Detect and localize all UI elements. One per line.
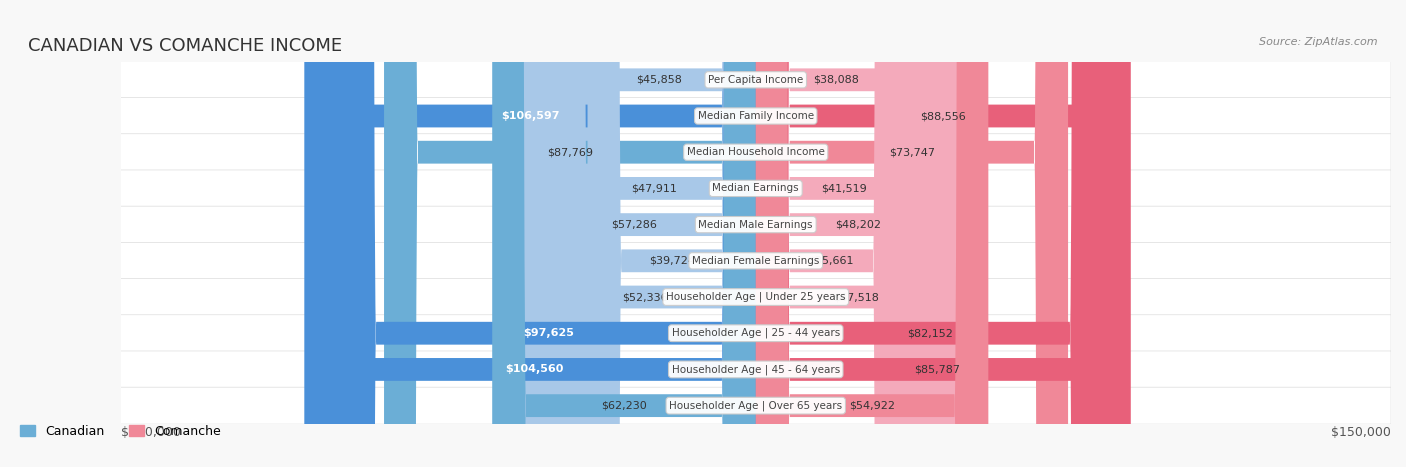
- FancyBboxPatch shape: [756, 0, 1130, 467]
- FancyBboxPatch shape: [588, 0, 756, 467]
- Text: $45,858: $45,858: [636, 75, 682, 85]
- FancyBboxPatch shape: [756, 0, 1119, 467]
- Text: $104,560: $104,560: [505, 364, 564, 375]
- FancyBboxPatch shape: [121, 170, 1391, 207]
- FancyBboxPatch shape: [553, 0, 756, 467]
- FancyBboxPatch shape: [492, 0, 756, 467]
- FancyBboxPatch shape: [121, 61, 1391, 98]
- FancyBboxPatch shape: [121, 278, 1391, 316]
- Text: $47,911: $47,911: [631, 184, 678, 193]
- Text: Householder Age | Over 65 years: Householder Age | Over 65 years: [669, 400, 842, 411]
- Text: Householder Age | 25 - 44 years: Householder Age | 25 - 44 years: [672, 328, 839, 339]
- FancyBboxPatch shape: [756, 0, 907, 467]
- Text: Median Male Earnings: Median Male Earnings: [699, 219, 813, 230]
- FancyBboxPatch shape: [121, 315, 1391, 352]
- FancyBboxPatch shape: [342, 0, 756, 467]
- Text: $85,787: $85,787: [914, 364, 960, 375]
- Text: $62,230: $62,230: [602, 401, 647, 410]
- FancyBboxPatch shape: [121, 134, 1391, 170]
- FancyBboxPatch shape: [756, 0, 917, 467]
- Text: $82,152: $82,152: [907, 328, 953, 338]
- Text: $97,625: $97,625: [523, 328, 575, 338]
- FancyBboxPatch shape: [121, 98, 1391, 134]
- Text: $39,724: $39,724: [648, 256, 695, 266]
- Text: Median Household Income: Median Household Income: [686, 147, 825, 157]
- Text: CANADIAN VS COMANCHE INCOME: CANADIAN VS COMANCHE INCOME: [28, 37, 342, 56]
- Text: $47,518: $47,518: [834, 292, 879, 302]
- Text: $41,519: $41,519: [821, 184, 866, 193]
- FancyBboxPatch shape: [756, 0, 988, 467]
- FancyBboxPatch shape: [384, 0, 756, 467]
- FancyBboxPatch shape: [756, 0, 960, 467]
- Text: $87,769: $87,769: [547, 147, 593, 157]
- FancyBboxPatch shape: [756, 0, 957, 467]
- Text: Median Family Income: Median Family Income: [697, 111, 814, 121]
- FancyBboxPatch shape: [121, 351, 1391, 388]
- Text: $38,088: $38,088: [814, 75, 859, 85]
- Text: $106,597: $106,597: [501, 111, 560, 121]
- Text: $88,556: $88,556: [921, 111, 966, 121]
- FancyBboxPatch shape: [756, 0, 1104, 467]
- FancyBboxPatch shape: [121, 206, 1391, 243]
- Text: Median Female Earnings: Median Female Earnings: [692, 256, 820, 266]
- Legend: Canadian, Comanche: Canadian, Comanche: [15, 420, 226, 443]
- FancyBboxPatch shape: [756, 0, 932, 467]
- Text: $57,286: $57,286: [612, 219, 658, 230]
- FancyBboxPatch shape: [561, 0, 756, 467]
- Text: $48,202: $48,202: [835, 219, 880, 230]
- Text: $35,661: $35,661: [808, 256, 853, 266]
- Text: $150,000: $150,000: [121, 425, 180, 439]
- Text: Householder Age | 45 - 64 years: Householder Age | 45 - 64 years: [672, 364, 839, 375]
- FancyBboxPatch shape: [756, 0, 1069, 467]
- Text: Householder Age | Under 25 years: Householder Age | Under 25 years: [666, 292, 845, 302]
- FancyBboxPatch shape: [121, 387, 1391, 424]
- Text: $52,336: $52,336: [621, 292, 668, 302]
- FancyBboxPatch shape: [121, 242, 1391, 279]
- Text: Source: ZipAtlas.com: Source: ZipAtlas.com: [1260, 37, 1378, 47]
- Text: Median Earnings: Median Earnings: [713, 184, 799, 193]
- FancyBboxPatch shape: [534, 0, 756, 467]
- Text: $54,922: $54,922: [849, 401, 896, 410]
- Text: $150,000: $150,000: [1331, 425, 1391, 439]
- Text: $73,747: $73,747: [889, 147, 935, 157]
- Text: Per Capita Income: Per Capita Income: [709, 75, 803, 85]
- FancyBboxPatch shape: [314, 0, 756, 467]
- FancyBboxPatch shape: [513, 0, 756, 467]
- FancyBboxPatch shape: [304, 0, 756, 467]
